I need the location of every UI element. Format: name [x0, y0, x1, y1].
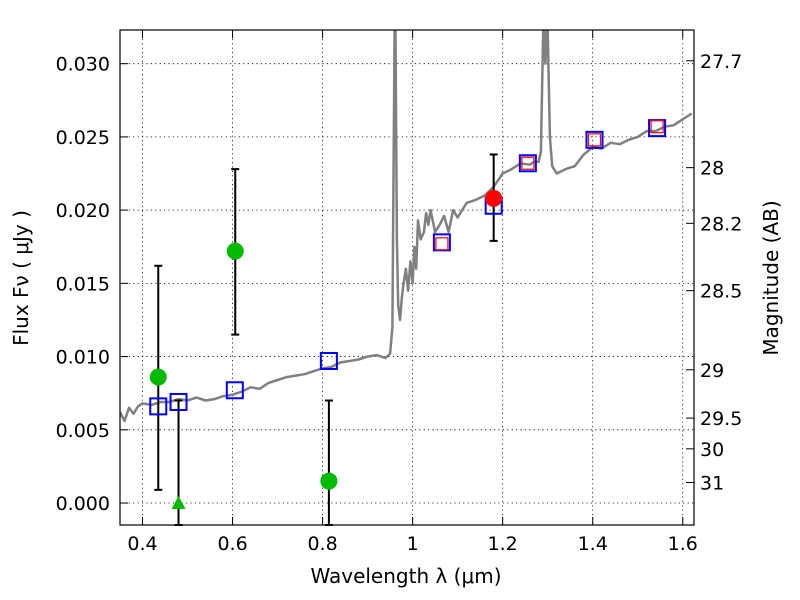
y2-tick-label: 31 [700, 473, 724, 495]
y2-tick-label: 28.2 [700, 213, 742, 235]
y-tick-label: 0.015 [56, 273, 110, 295]
model-square-marker [169, 392, 188, 411]
model-inner-square-marker [435, 237, 449, 251]
model-inner-square-marker [650, 120, 664, 134]
y-tick-label: 0.030 [56, 54, 110, 76]
model-square-marker [518, 154, 537, 173]
y2-tick-label: 27.7 [700, 51, 742, 73]
model-square-marker [149, 397, 168, 416]
observed-circle-marker [226, 242, 244, 260]
y2-axis-label: Magnitude (AB) [759, 200, 783, 355]
y-tick-label: 0.010 [56, 347, 110, 369]
model-inner-square-marker [521, 156, 535, 170]
y-tick-label: 0.020 [56, 200, 110, 222]
x-tick-label: 0.8 [307, 533, 337, 555]
x-axis-label: Wavelength λ (μm) [310, 564, 501, 588]
model-layer [120, 30, 693, 423]
plot-frame [119, 29, 695, 526]
x-tick-label: 1 [407, 533, 419, 555]
x-tick-label: 0.4 [127, 533, 157, 555]
y-tick-label: 0.005 [56, 420, 110, 442]
y-tick-label: 0.025 [56, 127, 110, 149]
model-square-marker [319, 351, 338, 370]
x-tick-label: 0.6 [217, 533, 247, 555]
model-inner-square-marker [587, 133, 602, 147]
markers [149, 119, 667, 510]
y2-tick-label: 28.5 [700, 281, 742, 303]
observed-circle-marker [149, 368, 167, 386]
model-spectrum-line [120, 30, 693, 423]
y2-tick-label: 28 [700, 158, 724, 180]
x-tick-label: 1.4 [578, 533, 608, 555]
y2-tick-label: 29.5 [700, 408, 742, 430]
x-tick-label: 1.2 [488, 533, 518, 555]
y2-tick-label: 30 [700, 439, 724, 461]
x-tick-label: 1.6 [668, 533, 698, 555]
axis-ticks: 0.4 0.6 0.8 1 1.2 1.4 1.6 0.000 0.005 0.010 0.015 0… [56, 30, 742, 555]
observed-circle-marker [320, 472, 338, 490]
model-square-marker [225, 381, 244, 400]
y-axis-label: Flux Fν ( μJy ) [9, 210, 33, 346]
y2-tick-label: 29 [700, 360, 724, 382]
y-tick-label: 0.000 [56, 493, 110, 515]
upper-limit-triangle-marker [171, 496, 186, 510]
observed-circle-marker [485, 189, 503, 207]
model-square-marker [585, 130, 604, 149]
